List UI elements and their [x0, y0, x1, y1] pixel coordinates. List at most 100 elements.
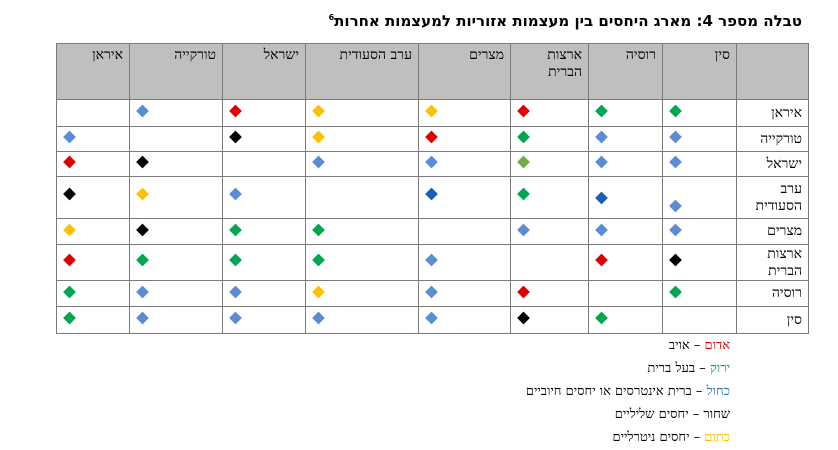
relation-diamond-icon — [136, 104, 149, 118]
column-header-label: איראן — [92, 47, 123, 63]
relation-cell — [510, 151, 589, 177]
row-header: טורקייה — [736, 126, 809, 152]
table-row: סין — [56, 306, 809, 334]
relation-cell — [305, 176, 419, 219]
relation-cell — [510, 306, 589, 334]
row-header: סין — [736, 306, 809, 334]
relation-cell — [222, 280, 306, 307]
relation-diamond-icon — [63, 311, 76, 325]
relation-cell — [222, 306, 306, 334]
relation-diamond-icon — [669, 253, 682, 267]
row-header: ישראל — [736, 151, 809, 177]
relation-cell — [305, 99, 419, 127]
row-header: איראן — [736, 99, 809, 127]
relation-cell — [418, 280, 511, 307]
relation-cell — [510, 126, 589, 152]
legend-item: ירוק – בעל ברית — [510, 357, 730, 380]
relation-cell — [588, 99, 663, 127]
relation-diamond-icon — [312, 104, 325, 118]
row-header-label: סין — [786, 311, 802, 328]
row-header: רוסיה — [736, 280, 809, 307]
relation-diamond-icon — [312, 130, 325, 144]
relation-diamond-icon — [595, 130, 608, 144]
column-header-label: ארצות הברית — [547, 47, 582, 80]
table-row: ערב הסעודית — [56, 176, 809, 219]
legend-color-word: אדום — [704, 338, 731, 353]
relation-cell — [418, 176, 511, 219]
relation-diamond-icon — [312, 311, 325, 325]
relation-diamond-icon — [517, 104, 530, 118]
relation-cell — [129, 244, 223, 281]
relation-diamond-icon — [229, 130, 242, 144]
relation-diamond-icon — [595, 223, 608, 236]
relation-cell — [56, 176, 130, 219]
row-header-label: רוסיה — [771, 285, 802, 301]
legend-item: כחול – ברית אינטרסים או יחסים חיוביים — [510, 380, 730, 403]
relation-diamond-icon — [136, 285, 149, 298]
relation-cell — [305, 244, 419, 281]
column-header-label: ערב הסעודית — [339, 47, 412, 63]
column-header: רוסיה — [588, 43, 663, 100]
table-row: ארצות הברית — [56, 244, 809, 281]
relation-cell — [56, 306, 130, 334]
relation-cell — [588, 126, 663, 152]
relation-diamond-icon — [229, 104, 242, 118]
legend-color-word: ירוק — [709, 361, 730, 376]
column-header-label: טורקייה — [174, 47, 216, 63]
relation-diamond-icon — [595, 191, 608, 204]
relation-cell — [129, 126, 223, 152]
relation-diamond-icon — [63, 130, 76, 144]
relation-diamond-icon — [312, 285, 325, 298]
relation-diamond-icon — [517, 187, 530, 201]
column-header-label: רוסיה — [625, 47, 656, 63]
relation-cell — [662, 99, 737, 127]
legend-description: – יחסים שליליים — [614, 407, 704, 422]
relation-cell — [56, 218, 130, 245]
relation-cell — [56, 280, 130, 307]
relation-cell — [418, 244, 511, 281]
relation-diamond-icon — [425, 130, 438, 144]
relation-diamond-icon — [669, 130, 682, 144]
relation-diamond-icon — [517, 130, 530, 144]
relation-diamond-icon — [63, 285, 76, 298]
relation-cell — [588, 280, 663, 307]
relation-diamond-icon — [63, 223, 76, 236]
relation-diamond-icon — [425, 187, 438, 201]
relation-cell — [662, 218, 737, 245]
row-header-label: איראן — [771, 104, 802, 121]
table-row: מצרים — [56, 218, 809, 245]
relation-cell — [662, 176, 737, 219]
row-header-label: ערב הסעודית — [755, 180, 802, 214]
relation-cell — [222, 151, 306, 177]
relation-diamond-icon — [595, 311, 608, 325]
header-corner — [736, 43, 809, 100]
relation-cell — [662, 151, 737, 177]
relation-cell — [56, 126, 130, 152]
relation-cell — [129, 176, 223, 219]
relation-cell — [662, 280, 737, 307]
relation-cell — [305, 126, 419, 152]
relation-cell — [588, 244, 663, 281]
row-header-label: ארצות הברית — [767, 245, 802, 279]
relation-cell — [588, 218, 663, 245]
column-header-label: ישראל — [263, 47, 299, 63]
relation-diamond-icon — [425, 104, 438, 118]
relation-cell — [510, 280, 589, 307]
row-header-label: טורקייה — [760, 130, 802, 147]
legend-description: – ברית אינטרסים או יחסים חיוביים — [525, 384, 707, 399]
column-header: ארצות הברית — [510, 43, 589, 100]
relation-diamond-icon — [595, 155, 608, 169]
header-row: סין רוסיה ארצות הברית מצרים ערב הסעודית ישראל… — [56, 43, 809, 100]
legend-description: – יחסים ניטרליים — [612, 430, 705, 445]
relation-cell — [222, 126, 306, 152]
relation-diamond-icon — [229, 223, 242, 236]
relation-cell — [418, 99, 511, 127]
legend-description: – אויב — [668, 338, 705, 353]
legend-color-word: כחול — [706, 384, 730, 399]
relation-cell — [510, 244, 589, 281]
relation-diamond-icon — [669, 104, 682, 118]
relation-diamond-icon — [669, 199, 682, 213]
relation-diamond-icon — [63, 253, 76, 267]
row-header-label: מצרים — [767, 223, 802, 239]
relation-cell — [129, 151, 223, 177]
